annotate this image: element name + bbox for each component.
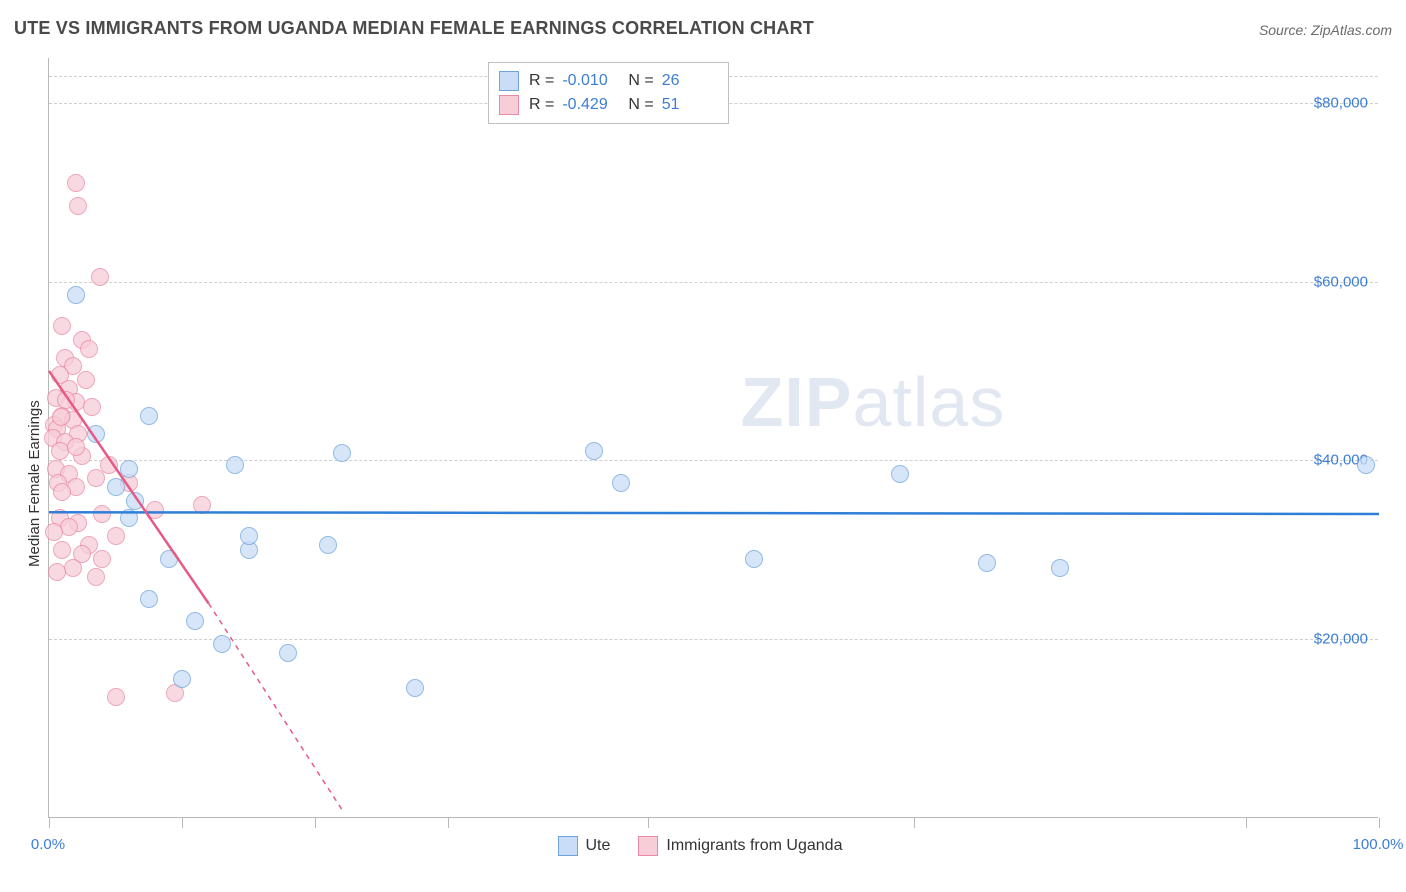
x-tick-label: 100.0% xyxy=(1353,836,1404,853)
x-tick xyxy=(1246,818,1247,828)
x-tick xyxy=(182,818,183,828)
regression-uganda-dash xyxy=(49,58,1379,818)
scatter-point-ute xyxy=(612,474,630,492)
x-tick xyxy=(648,818,649,828)
y-tick-label: $80,000 xyxy=(1314,94,1368,111)
scatter-point-ute xyxy=(1357,456,1375,474)
legend-item-uganda: Immigrants from Uganda xyxy=(638,836,842,856)
x-tick-label: 0.0% xyxy=(31,836,65,853)
scatter-point-uganda xyxy=(93,550,111,568)
scatter-point-uganda xyxy=(107,688,125,706)
legend-n-label: N = xyxy=(628,69,653,93)
scatter-point-ute xyxy=(140,590,158,608)
legend-r-label: R = xyxy=(529,69,554,93)
scatter-point-uganda xyxy=(48,563,66,581)
gridline xyxy=(49,460,1378,461)
scatter-point-uganda xyxy=(100,456,118,474)
scatter-point-ute xyxy=(978,554,996,572)
gridline xyxy=(49,282,1378,283)
legend-n-value: 51 xyxy=(662,93,718,117)
scatter-point-uganda xyxy=(193,496,211,514)
scatter-point-ute xyxy=(87,425,105,443)
chart-container: UTE VS IMMIGRANTS FROM UGANDA MEDIAN FEM… xyxy=(0,0,1406,892)
scatter-point-uganda xyxy=(77,371,95,389)
correlation-legend: R = -0.010 N = 26 R = -0.429 N = 51 xyxy=(488,62,729,124)
legend-swatch xyxy=(558,836,578,856)
y-tick-label: $60,000 xyxy=(1314,273,1368,290)
legend-swatch xyxy=(499,95,519,115)
legend-r-label: R = xyxy=(529,93,554,117)
legend-label: Immigrants from Uganda xyxy=(666,837,842,855)
scatter-point-ute xyxy=(333,444,351,462)
x-tick xyxy=(49,818,50,828)
chart-source: Source: ZipAtlas.com xyxy=(1259,22,1392,38)
scatter-point-ute xyxy=(120,460,138,478)
scatter-point-ute xyxy=(745,550,763,568)
legend-r-value: -0.010 xyxy=(562,69,618,93)
watermark-zip: ZIP xyxy=(741,363,853,441)
scatter-point-ute xyxy=(120,509,138,527)
scatter-point-ute xyxy=(140,407,158,425)
y-axis-label: Median Female Earnings xyxy=(26,400,43,567)
scatter-point-uganda xyxy=(64,559,82,577)
scatter-point-uganda xyxy=(45,523,63,541)
scatter-point-uganda xyxy=(87,568,105,586)
chart-title: UTE VS IMMIGRANTS FROM UGANDA MEDIAN FEM… xyxy=(14,18,814,39)
scatter-point-uganda xyxy=(146,501,164,519)
legend-label: Ute xyxy=(586,837,611,855)
scatter-point-ute xyxy=(67,286,85,304)
watermark: ZIPatlas xyxy=(741,362,1006,442)
y-tick-label: $20,000 xyxy=(1314,631,1368,648)
scatter-point-ute xyxy=(213,635,231,653)
legend-n-value: 26 xyxy=(662,69,718,93)
scatter-point-uganda xyxy=(107,527,125,545)
series-legend: Ute Immigrants from Uganda xyxy=(558,836,843,856)
legend-r-value: -0.429 xyxy=(562,93,618,117)
scatter-point-ute xyxy=(160,550,178,568)
scatter-point-uganda xyxy=(87,469,105,487)
scatter-point-uganda xyxy=(53,317,71,335)
legend-stat-row: R = -0.010 N = 26 xyxy=(499,69,718,93)
scatter-point-ute xyxy=(186,612,204,630)
plot-area: ZIPatlas $20,000$40,000$60,000$80,000 xyxy=(48,58,1378,818)
scatter-point-ute xyxy=(173,670,191,688)
gridline xyxy=(49,639,1378,640)
watermark-atlas: atlas xyxy=(853,363,1006,441)
scatter-point-uganda xyxy=(52,408,70,426)
scatter-point-uganda xyxy=(67,174,85,192)
scatter-point-uganda xyxy=(80,340,98,358)
scatter-point-ute xyxy=(585,442,603,460)
scatter-point-uganda xyxy=(69,197,87,215)
scatter-point-ute xyxy=(891,465,909,483)
scatter-point-uganda xyxy=(57,391,75,409)
legend-swatch xyxy=(499,71,519,91)
scatter-point-uganda xyxy=(91,268,109,286)
scatter-point-uganda xyxy=(53,483,71,501)
legend-n-label: N = xyxy=(628,93,653,117)
scatter-point-ute xyxy=(226,456,244,474)
scatter-point-ute xyxy=(279,644,297,662)
x-tick xyxy=(315,818,316,828)
scatter-point-ute xyxy=(406,679,424,697)
legend-item-ute: Ute xyxy=(558,836,611,856)
scatter-point-ute xyxy=(240,527,258,545)
scatter-point-uganda xyxy=(93,505,111,523)
scatter-point-ute xyxy=(319,536,337,554)
x-tick xyxy=(914,818,915,828)
regression-ute xyxy=(49,58,1379,818)
legend-swatch xyxy=(638,836,658,856)
regression-uganda-solid xyxy=(49,58,1379,818)
scatter-point-uganda xyxy=(83,398,101,416)
scatter-point-ute xyxy=(126,492,144,510)
x-tick xyxy=(448,818,449,828)
scatter-point-uganda xyxy=(53,541,71,559)
legend-stat-row: R = -0.429 N = 51 xyxy=(499,93,718,117)
scatter-point-ute xyxy=(107,478,125,496)
scatter-point-uganda xyxy=(67,438,85,456)
x-tick xyxy=(1379,818,1380,828)
scatter-point-ute xyxy=(1051,559,1069,577)
